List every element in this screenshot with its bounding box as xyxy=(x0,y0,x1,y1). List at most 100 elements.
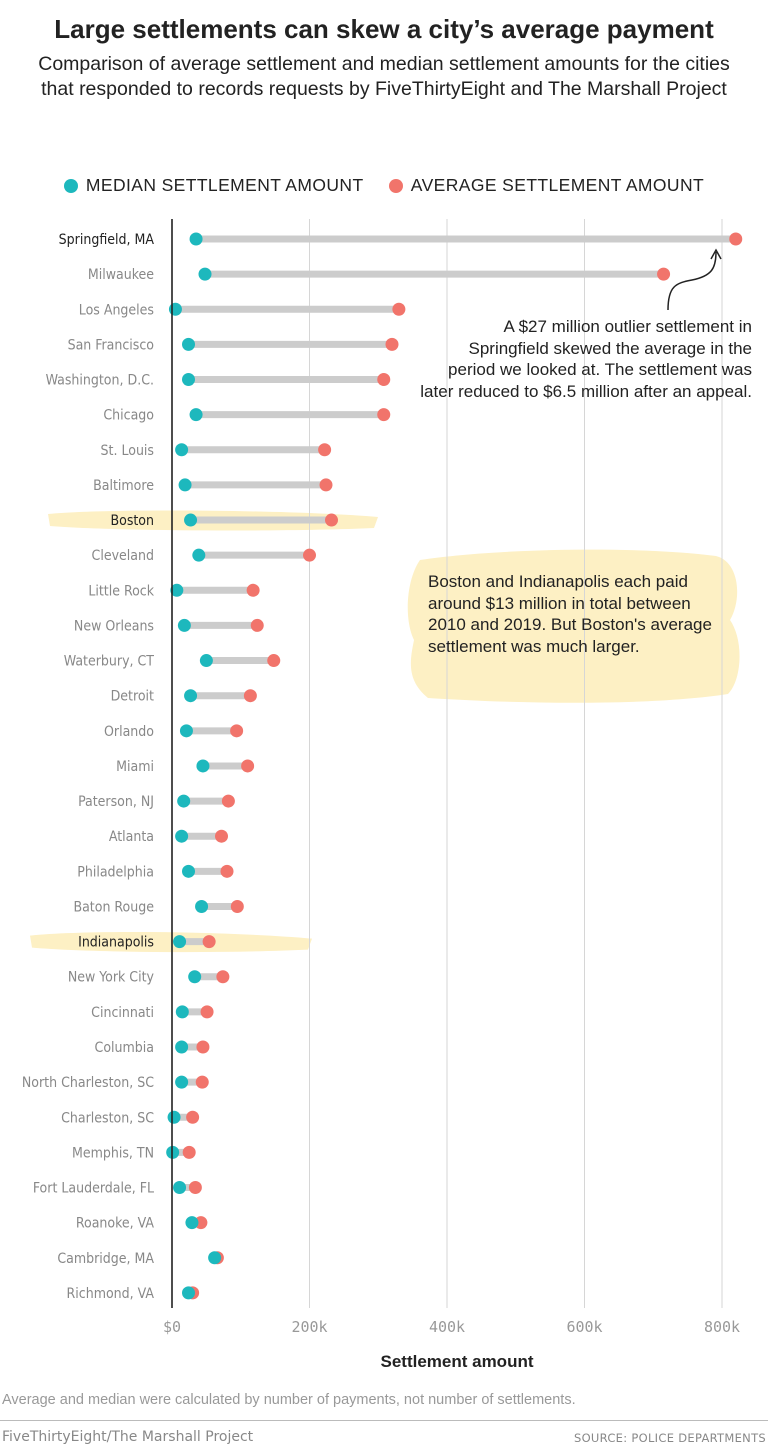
median-point-columbia xyxy=(175,1040,189,1054)
average-point-charleston-sc xyxy=(186,1110,200,1124)
average-point-little-rock xyxy=(246,583,260,597)
average-point-memphis-tn xyxy=(182,1145,196,1159)
annotation-springfield: A $27 million outlier settlement in Spri… xyxy=(420,317,752,401)
median-point-new-orleans xyxy=(177,618,191,632)
average-point-baltimore xyxy=(319,478,333,492)
y-label-boston: Boston xyxy=(110,513,154,529)
median-point-paterson-nj xyxy=(177,794,191,808)
median-point-atlanta xyxy=(175,829,189,843)
credit: FiveThirtyEight/The Marshall Project xyxy=(2,1429,254,1445)
median-point-cincinnati xyxy=(175,1005,189,1019)
y-label-milwaukee: Milwaukee xyxy=(88,267,154,283)
legend-dot-average xyxy=(388,178,403,193)
average-point-atlanta xyxy=(215,829,228,843)
average-point-san-francisco xyxy=(385,337,399,351)
y-label-cleveland: Cleveland xyxy=(92,548,154,564)
callout-arrow-line xyxy=(667,251,717,311)
legend-item-average: AVERAGE SETTLEMENT AMOUNT xyxy=(388,175,704,196)
average-point-roanoke-va xyxy=(194,1216,208,1230)
y-label-waterbury-ct: Waterbury, CT xyxy=(64,654,155,670)
median-point-indianapolis xyxy=(173,935,187,949)
average-point-indianapolis xyxy=(202,935,216,949)
y-label-baton-rouge: Baton Rouge xyxy=(73,899,154,915)
average-point-milwaukee xyxy=(657,267,671,281)
average-point-paterson-nj xyxy=(221,794,235,808)
legend-item-median: MEDIAN SETTLEMENT AMOUNT xyxy=(63,175,364,196)
median-point-san-francisco xyxy=(182,337,195,351)
y-label-paterson-nj: Paterson, NJ xyxy=(78,794,154,810)
x-tick-label-1: 200k xyxy=(291,1318,327,1336)
footnote: Average and median were calculated by nu… xyxy=(2,1392,576,1408)
y-label-little-rock: Little Rock xyxy=(88,583,154,599)
chart-title: Large settlements can skew a city’s aver… xyxy=(54,14,714,44)
y-label-cincinnati: Cincinnati xyxy=(91,1005,154,1021)
y-label-atlanta: Atlanta xyxy=(109,829,154,845)
source: SOURCE: POLICE DEPARTMENTS xyxy=(573,1431,766,1445)
median-point-washington-d-c xyxy=(182,373,195,387)
y-label-st-louis: St. Louis xyxy=(101,443,154,459)
median-point-st-louis xyxy=(175,443,189,457)
average-point-new-orleans xyxy=(250,618,264,632)
average-point-fort-lauderdale-fl xyxy=(188,1181,202,1195)
median-point-los-angeles xyxy=(168,302,182,316)
highlight-stroke-indianapolis xyxy=(30,932,312,953)
x-tick-label-3: 600k xyxy=(566,1318,602,1336)
y-label-charleston-sc: Charleston, SC xyxy=(61,1110,154,1126)
y-label-north-charleston-sc: North Charleston, SC xyxy=(22,1075,154,1091)
median-point-north-charleston-sc xyxy=(175,1075,189,1089)
y-label-new-york-city: New York City xyxy=(68,970,155,986)
y-label-indianapolis: Indianapolis xyxy=(78,935,154,951)
annotation-highlight-blob xyxy=(407,549,740,703)
x-axis-label: Settlement amount xyxy=(380,1352,534,1371)
average-point-detroit xyxy=(243,689,257,703)
legend-dot-median xyxy=(63,178,78,193)
y-label-springfield-ma: Springfield, MA xyxy=(59,232,155,248)
average-point-los-angeles xyxy=(392,302,406,316)
average-point-st-louis xyxy=(318,443,332,457)
average-point-columbia xyxy=(196,1040,210,1054)
average-point-miami xyxy=(241,759,255,773)
chart-subtitle: Comparison of average settlement and med… xyxy=(38,53,730,100)
median-point-fort-lauderdale-fl xyxy=(173,1181,187,1195)
x-tick-label-0: $0 xyxy=(163,1318,181,1336)
y-label-chicago: Chicago xyxy=(103,408,154,424)
y-label-richmond-va: Richmond, VA xyxy=(67,1286,155,1302)
average-point-philadelphia xyxy=(220,864,234,878)
y-label-roanoke-va: Roanoke, VA xyxy=(76,1216,154,1232)
y-label-new-orleans: New Orleans xyxy=(74,618,154,634)
footer-divider xyxy=(0,1420,768,1421)
y-label-los-angeles: Los Angeles xyxy=(79,302,154,318)
average-point-cleveland xyxy=(303,548,316,562)
median-point-baltimore xyxy=(178,478,192,492)
average-point-north-charleston-sc xyxy=(195,1075,209,1089)
x-tick-label-2: 400k xyxy=(429,1318,465,1336)
y-label-fort-lauderdale-fl: Fort Lauderdale, FL xyxy=(33,1181,154,1197)
average-point-springfield-ma xyxy=(729,232,743,246)
median-point-orlando xyxy=(179,724,193,738)
average-point-chicago xyxy=(377,408,391,422)
callout-arrow-head xyxy=(710,248,722,260)
y-label-san-francisco: San Francisco xyxy=(68,337,155,353)
y-label-washington-d-c: Washington, D.C. xyxy=(46,373,154,389)
median-point-charleston-sc xyxy=(167,1110,181,1124)
median-point-miami xyxy=(196,759,210,773)
median-point-chicago xyxy=(189,408,203,422)
median-point-roanoke-va xyxy=(185,1216,199,1230)
average-point-waterbury-ct xyxy=(267,654,281,668)
median-point-cleveland xyxy=(192,548,206,562)
median-point-little-rock xyxy=(170,583,184,597)
legend: MEDIAN SETTLEMENT AMOUNT AVERAGE SETTLEM… xyxy=(0,175,768,198)
y-label-orlando: Orlando xyxy=(104,724,154,740)
median-point-milwaukee xyxy=(198,267,212,281)
average-point-cincinnati xyxy=(200,1005,214,1019)
median-point-detroit xyxy=(184,689,198,703)
y-label-detroit: Detroit xyxy=(111,689,154,705)
annotation-boston-indianapolis: Boston and Indianapolis each paid around… xyxy=(428,572,712,656)
median-point-baton-rouge xyxy=(195,899,209,913)
average-point-new-york-city xyxy=(216,970,230,984)
median-point-waterbury-ct xyxy=(199,654,213,668)
y-label-baltimore: Baltimore xyxy=(93,478,154,494)
y-label-columbia: Columbia xyxy=(95,1040,154,1056)
average-point-boston xyxy=(325,513,338,527)
